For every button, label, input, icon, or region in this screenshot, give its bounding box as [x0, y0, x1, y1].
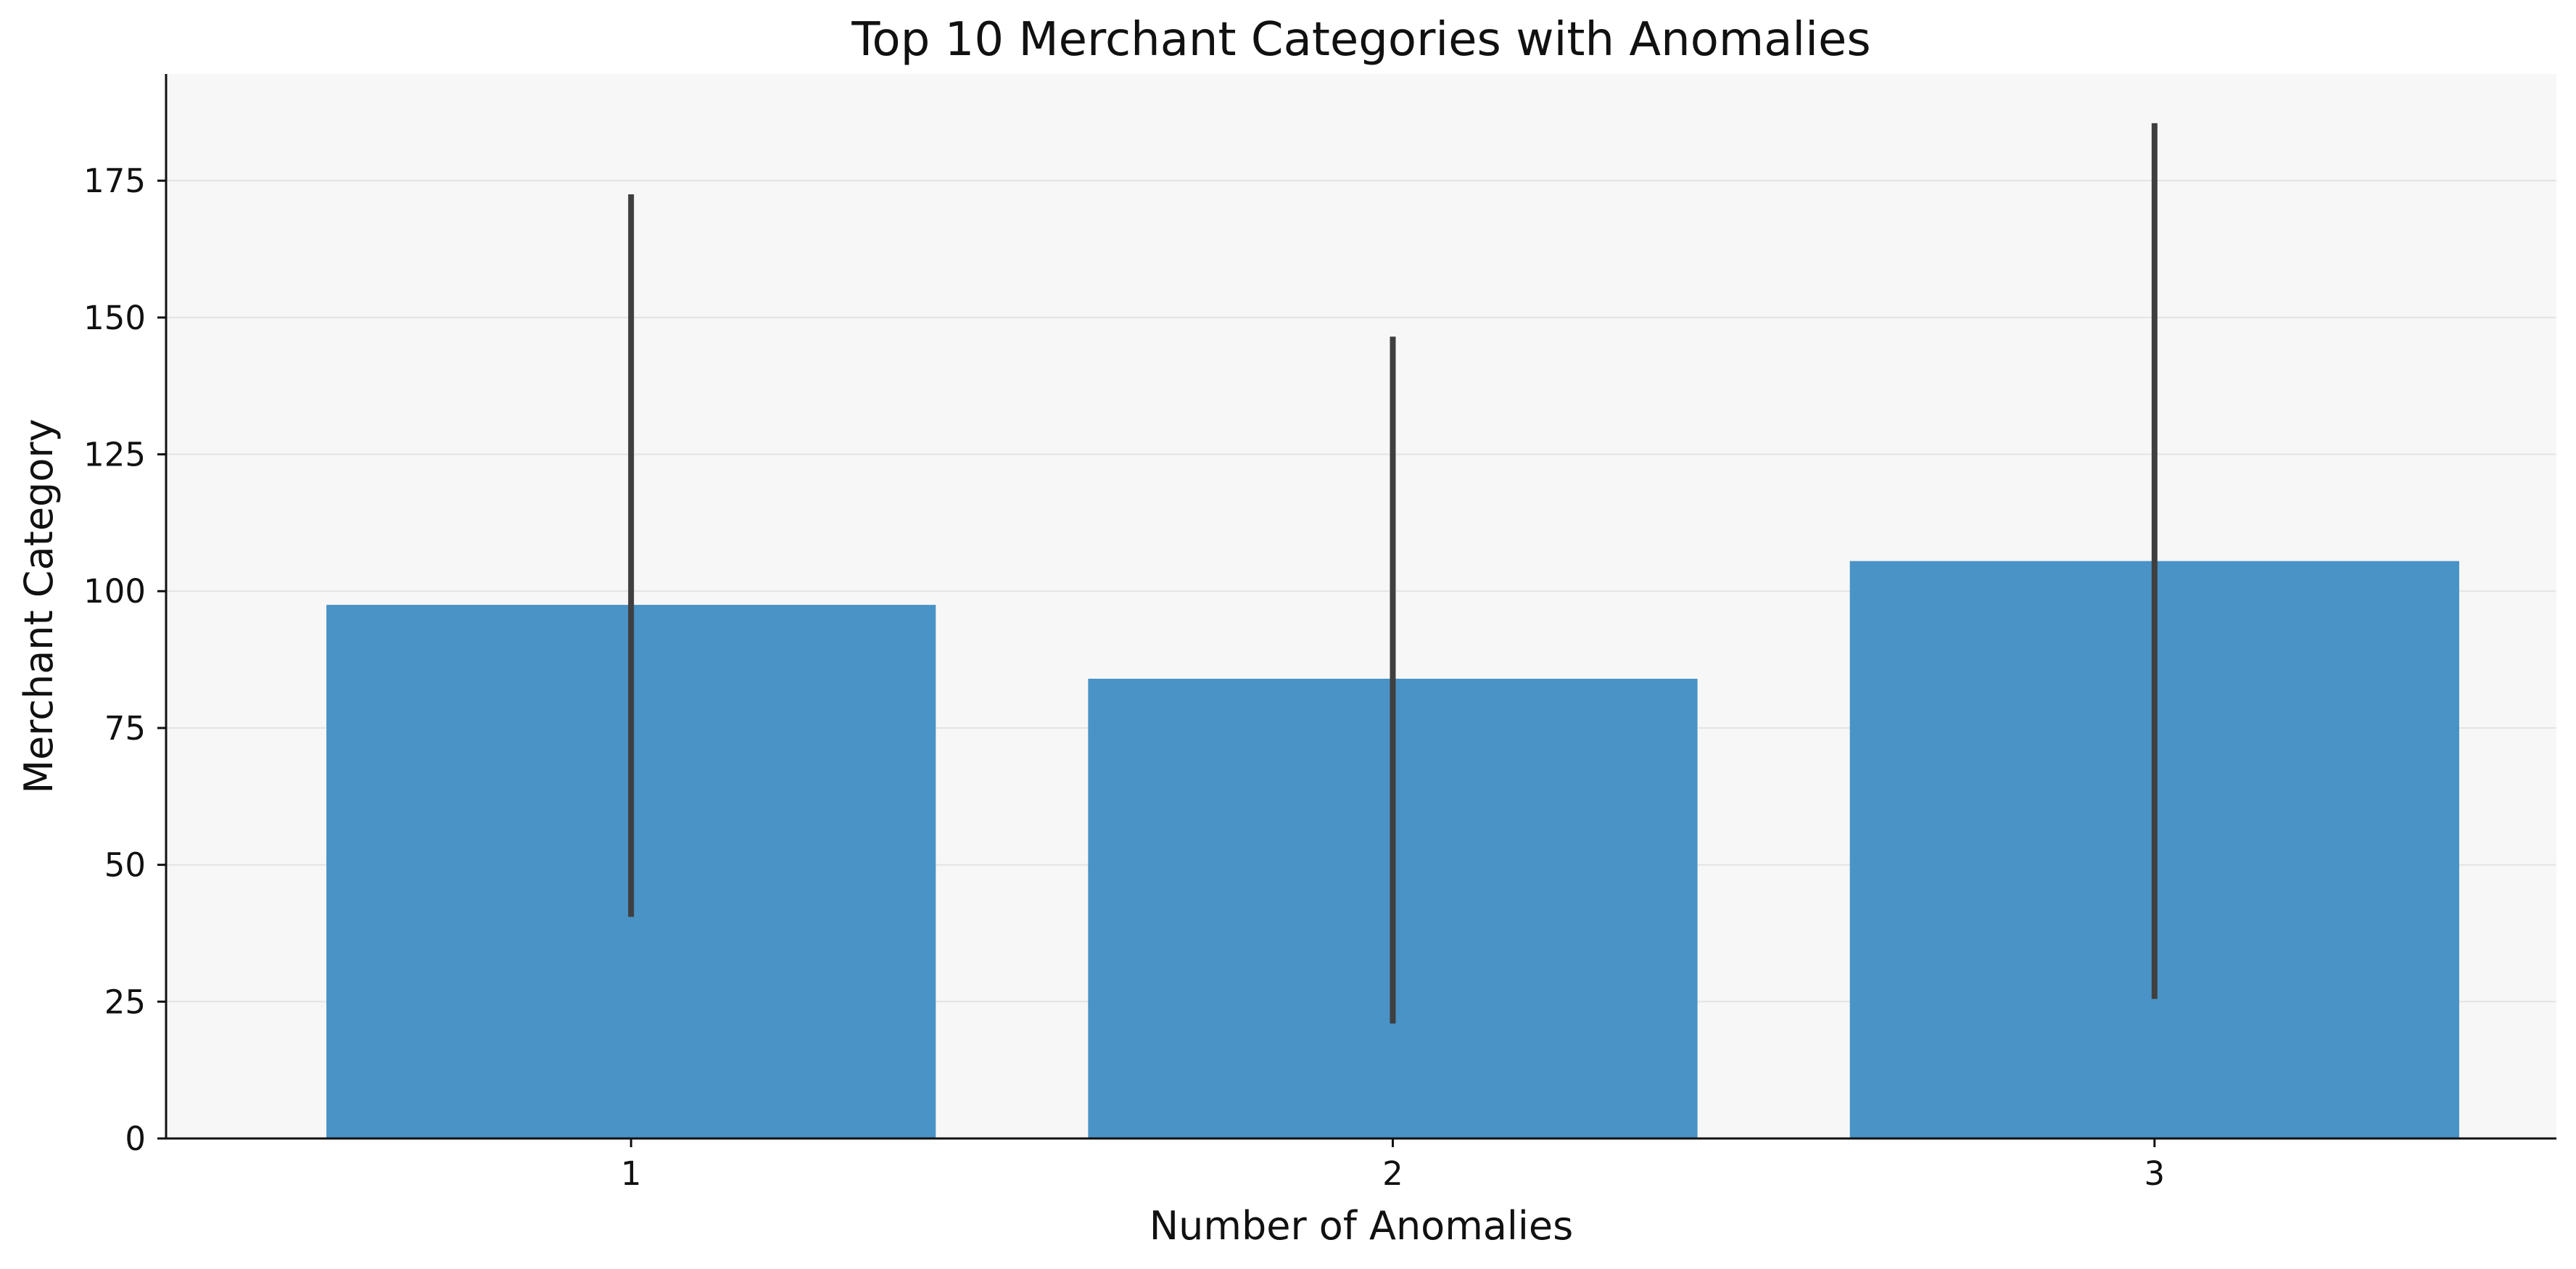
error-bars: [628, 123, 2158, 1024]
x-tick-label: 2: [1382, 1154, 1403, 1193]
y-tick-label: 150: [83, 299, 146, 337]
x-tick-label: 1: [621, 1154, 642, 1193]
x-ticks: 1 2 3: [621, 1138, 2165, 1193]
y-tick-label: 175: [83, 162, 146, 200]
y-tick-label: 75: [104, 709, 146, 748]
y-tick-label: 0: [125, 1120, 146, 1158]
x-tick-label: 3: [2144, 1154, 2166, 1193]
y-tick-label: 50: [104, 846, 146, 885]
y-ticks: 0 25 50 75 100 125 150 175: [83, 162, 166, 1158]
y-axis-label: Merchant Category: [16, 418, 62, 793]
x-axis-label: Number of Anomalies: [1149, 1203, 1574, 1249]
chart-title: Top 10 Merchant Categories with Anomalie…: [851, 13, 1870, 67]
y-tick-label: 125: [83, 436, 146, 474]
y-tick-label: 100: [83, 572, 146, 611]
y-tick-label: 25: [104, 983, 146, 1021]
